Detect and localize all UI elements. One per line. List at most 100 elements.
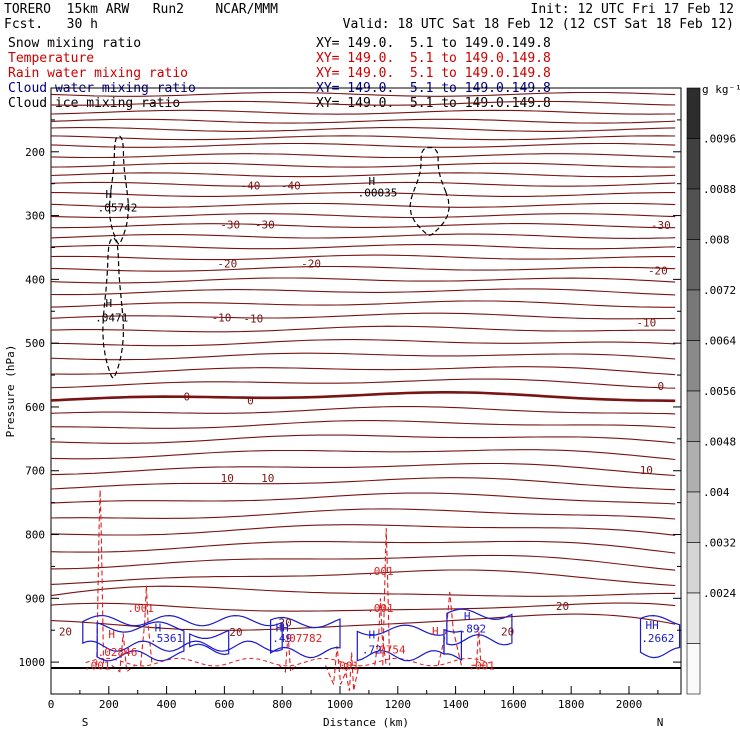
isotherm-label: -10: [212, 312, 232, 325]
isotherm-line: [50, 339, 676, 347]
y-tick-label: 900: [25, 592, 45, 605]
maximum-label: .001: [367, 602, 394, 615]
isotherm-line: [50, 434, 676, 444]
isotherm-label: 10: [261, 472, 274, 485]
x-tick-label: 800: [272, 698, 292, 711]
isotherm-line: [50, 91, 676, 97]
isotherm-line: [50, 142, 676, 148]
isotherm-line: [50, 202, 676, 208]
x-tick-label: 200: [99, 698, 119, 711]
rain-contour: [471, 626, 486, 666]
isotherm-label: -30: [255, 219, 275, 232]
isotherm-label: 20: [59, 625, 72, 638]
y-tick-label: 500: [25, 337, 45, 350]
plot-frame: [50, 87, 682, 695]
isotherm-line: [50, 135, 676, 141]
isotherm-line: [50, 126, 676, 132]
isotherm-line: [50, 602, 676, 612]
colorbar-swatch: [686, 138, 701, 190]
colorbar-tick-label: .0032: [703, 537, 736, 550]
maximum-label: .001: [367, 565, 394, 578]
isotherm-line: [50, 449, 676, 461]
isotherm-line: [50, 312, 676, 320]
snow-contours: [102, 135, 450, 379]
isotherm-line: [50, 213, 676, 219]
field-xy-cloud-ice: XY= 149.0. 5.1 to 149.0.149.8: [316, 96, 551, 111]
maximum-label: .49: [272, 632, 292, 645]
colorbar-swatch: [686, 188, 701, 240]
colorbar-tick-label: .0096: [703, 133, 736, 146]
field-xy-temperature: XY= 149.0. 5.1 to 149.0.149.8: [316, 51, 551, 66]
colorbar-swatch: [686, 643, 701, 695]
isotherm-line: [51, 223, 676, 229]
maximum-label: .001: [468, 659, 495, 672]
maximum-label: .5361: [150, 632, 183, 645]
colorbar-swatch: [686, 340, 701, 392]
model-title: TORERO 15km ARW Run2 NCAR/MMM: [4, 2, 278, 17]
x-tick-label: 1000: [327, 698, 354, 711]
x-tick-label: 400: [157, 698, 177, 711]
x-tick-label: 1800: [558, 698, 585, 711]
isotherm-line: [50, 244, 676, 250]
isotherm-line: [50, 406, 676, 415]
colorbar-tick-label: .0024: [703, 587, 736, 600]
isotherm-label: -10: [243, 312, 263, 325]
cloud-water-contour: [443, 628, 462, 661]
colorbar-swatch: [686, 441, 701, 493]
maximum-label: .2662: [641, 632, 674, 645]
maximum-label: .001: [127, 602, 154, 615]
rain-contour: [382, 528, 391, 666]
y-tick-label: 600: [25, 401, 45, 414]
x-tick-label: 0: [48, 698, 55, 711]
cloud-water-contour: [96, 621, 185, 662]
colorbar-swatch: [686, 491, 701, 543]
contour-labels: -40 -40 -30 -30 -30 -20 -20 -20 -10 -10 -10 0 0 0 10 10…: [59, 175, 675, 672]
snow-contour: [102, 237, 125, 379]
maximum-label: H: [108, 628, 115, 641]
isotherm-line: [50, 420, 676, 429]
rain-contour: [278, 633, 298, 673]
isotherm-label: -30: [651, 219, 671, 232]
isotherm-label: 0: [184, 391, 191, 404]
isotherm-line: [50, 524, 676, 536]
isotherm-label: -40: [281, 180, 301, 193]
field-name-temperature: Temperature: [8, 51, 95, 66]
ice-contour: [409, 146, 450, 236]
rain-contours: [85, 489, 491, 691]
x-tick-label: 1600: [500, 698, 527, 711]
colorbar-tick-label: .0056: [703, 385, 736, 398]
isotherm-line: [50, 585, 676, 597]
rain-contour: [374, 598, 387, 666]
isotherm-line: [50, 366, 676, 376]
isotherm-line: [50, 162, 676, 168]
snow-contour: [108, 135, 129, 245]
maximum-label: HH: [645, 619, 658, 632]
cloud-water-contour: [189, 629, 230, 656]
maximum-label: .00035: [358, 187, 398, 200]
isotherm-label: -20: [648, 264, 668, 277]
maximum-label: .05742: [98, 201, 138, 214]
field-name-snow: Snow mixing ratio: [8, 36, 142, 51]
y-tick-label: 800: [25, 529, 45, 542]
isotherm-line: [50, 172, 676, 178]
isotherm-label: -10: [636, 317, 656, 330]
isotherm-line: [51, 192, 676, 197]
y-tick-label: 300: [25, 210, 45, 223]
isotherm-label: 20: [229, 626, 242, 639]
isotherm-label: 10: [221, 472, 234, 485]
isotherm-line: [50, 300, 676, 308]
colorbar-swatch: [686, 592, 701, 644]
colorbar-tick-label: .0072: [703, 284, 736, 297]
isotherm-line: [50, 109, 676, 115]
isotherm-line: [50, 288, 676, 296]
colorbar-swatch: [686, 390, 701, 442]
forecast-hour: Fcst. 30 h: [4, 17, 98, 32]
maximum-label: .892: [460, 622, 487, 635]
isotherm-label: -20: [217, 257, 237, 270]
init-time: Init: 12 UTC Fri 17 Feb 12: [530, 2, 735, 17]
isotherm-line: [50, 100, 676, 106]
maximum-label: .07782: [283, 632, 323, 645]
rain-contour: [96, 489, 105, 666]
x-tick-label: 1400: [442, 698, 469, 711]
